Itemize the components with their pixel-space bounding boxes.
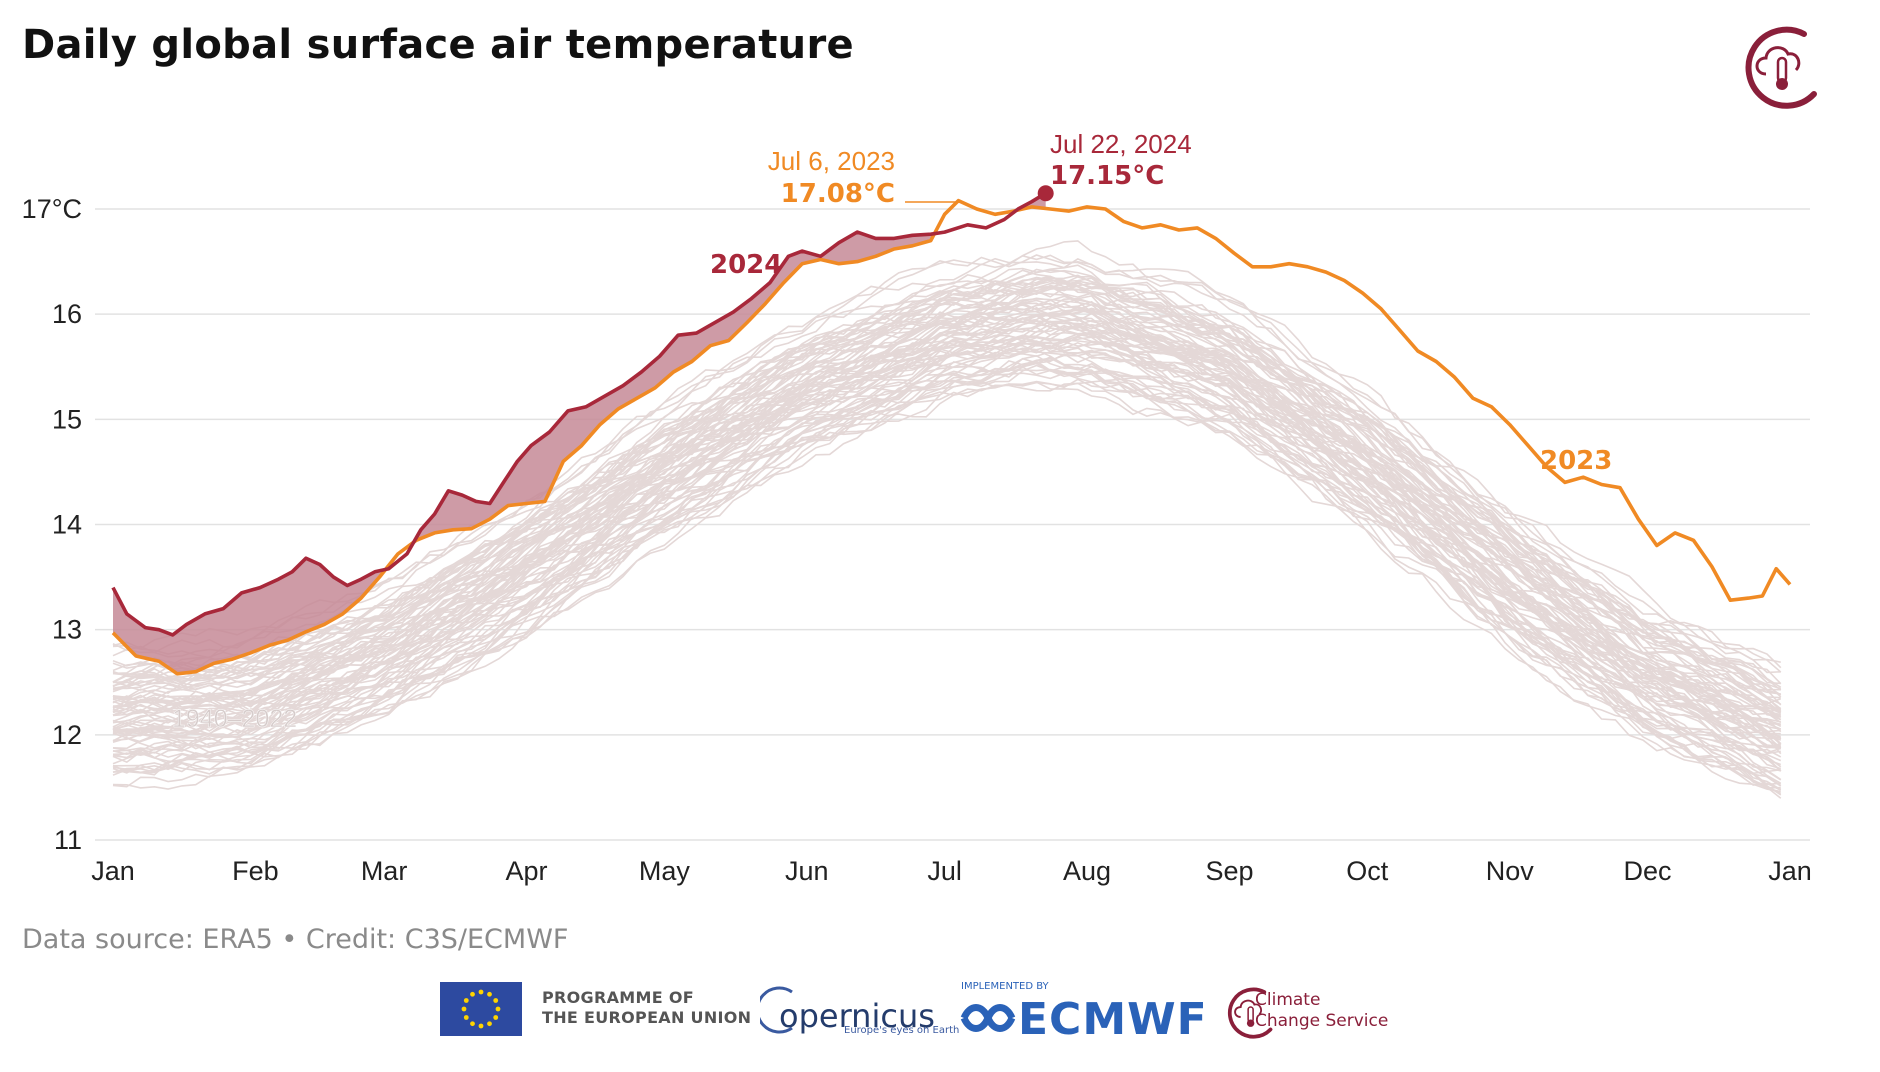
eu-line-1: PROGRAMME OF: [542, 988, 694, 1007]
difference-fill-area: [113, 193, 1046, 674]
eu-star: [463, 1015, 469, 1020]
eu-flag-icon: [440, 982, 522, 1036]
historical-line: [112, 285, 1781, 710]
historical-line: [112, 317, 1782, 728]
historical-line: [112, 317, 1782, 726]
historical-line: [112, 277, 1781, 695]
y-tick-label: 16: [52, 299, 82, 329]
c3s-line-2: Change Service: [1255, 1011, 1389, 1031]
historical-line: [112, 282, 1782, 698]
data-source-credit: Data source: ERA5 • Credit: C3S/ECMWF: [22, 924, 569, 955]
historical-line: [112, 341, 1782, 758]
historical-line: [112, 368, 1782, 787]
ecmwf-logo-text: ECMWF: [1018, 994, 1208, 1045]
historical-line: [112, 240, 1781, 663]
annotation-2023-value: 17.08°C: [781, 179, 895, 209]
c3s-small-icon: [1227, 987, 1273, 1039]
copernicus-logo-text: opernicus: [779, 997, 935, 1035]
historical-line: [112, 382, 1781, 789]
ecmwf-icon: [960, 1004, 1016, 1032]
y-tick-label: 13: [52, 615, 82, 645]
annotation-2024-date: Jul 22, 2024: [1050, 129, 1192, 159]
eu-line-2: THE EUROPEAN UNION: [542, 1008, 752, 1027]
historical-line: [112, 268, 1781, 685]
historical-line: [112, 333, 1782, 762]
eu-star: [493, 998, 499, 1003]
eu-star: [487, 991, 492, 997]
historical-line: [112, 335, 1782, 746]
historical-line: [112, 378, 1782, 787]
annotation-2024-value: 17.15°C: [1050, 161, 1164, 191]
y-tick-label: 11: [54, 825, 82, 855]
x-tick-label: Feb: [232, 856, 279, 886]
x-tick-label: Jun: [785, 856, 829, 886]
series-label-2024: 2024: [710, 250, 782, 280]
historical-line: [112, 381, 1781, 793]
historical-line: [112, 326, 1782, 754]
historical-line: [112, 314, 1782, 733]
historical-line: [112, 356, 1782, 784]
difference-fill: [113, 193, 1046, 674]
historical-line: [112, 338, 1782, 772]
c3s-logo-text: Climate Change Service: [1255, 990, 1388, 1032]
eu-star: [470, 1021, 475, 1027]
x-tick-label: Jan: [1768, 856, 1812, 886]
historical-line: [112, 342, 1781, 775]
chart-title: Daily global surface air temperature: [22, 22, 854, 68]
c3s-thermometer-cloud-icon: [1745, 26, 1817, 109]
eu-star: [463, 998, 469, 1003]
historical-line: [112, 302, 1782, 730]
historical-line: [112, 336, 1781, 755]
x-tick-label: Aug: [1063, 856, 1111, 886]
eu-star: [461, 1006, 467, 1012]
annotation-2023-date: Jul 6, 2023: [768, 146, 895, 176]
y-tick-label: 14: [52, 510, 82, 540]
x-tick-label: Jul: [927, 856, 962, 886]
historical-line: [112, 345, 1781, 756]
x-tick-label: Apr: [505, 856, 547, 886]
historical-line: [112, 254, 1782, 673]
y-tick-label: 17°C: [22, 194, 82, 224]
y-tick-label: 12: [52, 720, 82, 750]
temperature-chart: 1940–2022 2024 2023 11 12 13 14 15 16 17°C Jan Fe…: [22, 129, 1812, 886]
eu-star: [478, 1023, 484, 1029]
x-tick-label: Sep: [1205, 856, 1253, 886]
historical-lines: 1940–2022: [112, 240, 1782, 799]
copernicus-tagline: Europe's eyes on Earth: [844, 1025, 960, 1036]
annotation-2024-marker: [1037, 185, 1054, 202]
x-tick-label: Nov: [1486, 856, 1535, 886]
ecmwf-implemented-by: IMPLEMENTED BY: [961, 981, 1049, 992]
historical-line: [112, 291, 1782, 714]
y-tick-label: 15: [52, 404, 82, 434]
eu-star: [478, 989, 484, 995]
eu-star: [470, 991, 475, 997]
historical-line: [112, 306, 1781, 718]
x-tick-label: Oct: [1346, 856, 1389, 886]
x-tick-label: Dec: [1624, 856, 1672, 886]
historical-line: [112, 320, 1782, 738]
historical-line: [112, 336, 1782, 755]
x-tick-label: Jan: [91, 856, 135, 886]
historical-line: [112, 319, 1782, 748]
historical-label: 1940–2022: [172, 705, 297, 733]
eu-star: [495, 1006, 501, 1012]
historical-line: [112, 287, 1782, 711]
historical-line: [112, 285, 1782, 710]
historical-line: [112, 269, 1782, 688]
x-tick-label: Mar: [361, 856, 408, 886]
historical-line: [112, 308, 1782, 716]
eu-star: [493, 1015, 499, 1020]
series-label-2023: 2023: [1540, 446, 1612, 476]
historical-line: [112, 353, 1782, 770]
eu-star: [487, 1021, 492, 1027]
copernicus-c-icon: [760, 986, 793, 1034]
c3s-line-1: Climate: [1255, 990, 1321, 1010]
axis-labels: 11 12 13 14 15 16 17°C Jan Feb Mar Apr May Jun Jul Aug…: [22, 194, 1812, 886]
eu-programme-text: PROGRAMME OF THE EUROPEAN UNION: [542, 988, 751, 1028]
series-line-2024: [111, 191, 1047, 637]
x-tick-label: May: [639, 856, 691, 886]
